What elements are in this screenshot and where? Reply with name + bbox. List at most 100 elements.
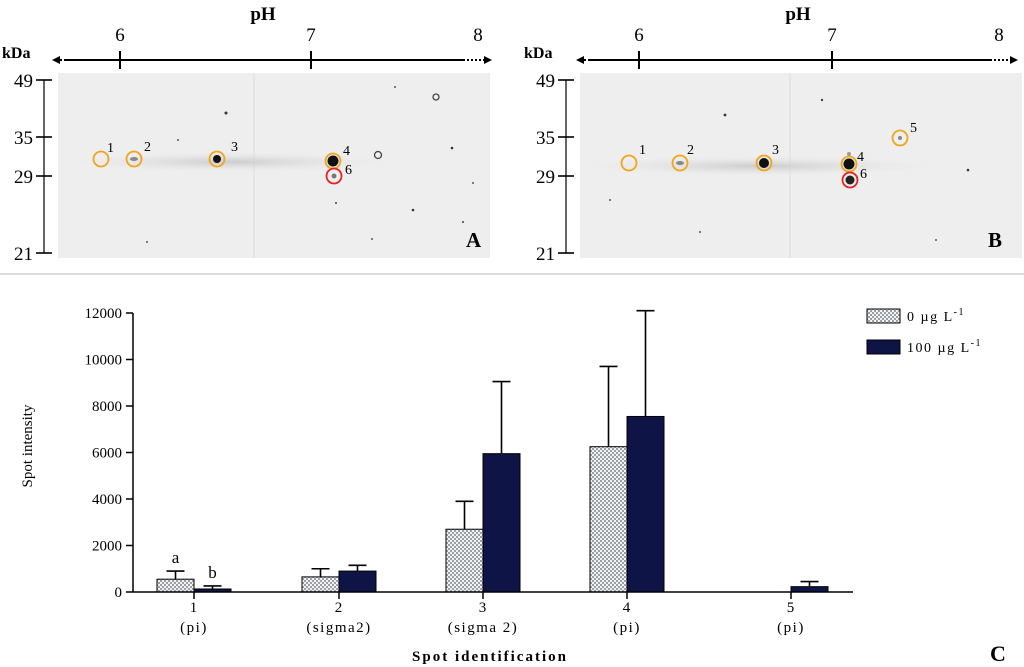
bar xyxy=(156,578,195,593)
ph-axis-arrow-right xyxy=(484,56,492,64)
ph-tick-label-8: 8 xyxy=(473,25,483,46)
x-tick-label: 5 xyxy=(787,600,796,616)
mw-axis xyxy=(558,79,574,254)
x-tick-sublabel: (sigma2) xyxy=(306,620,371,636)
x-tick-label: 3 xyxy=(479,600,488,616)
spot-ring xyxy=(840,155,858,173)
ph-axis-arrow-left xyxy=(52,56,60,64)
gel-spot-6[interactable]: 6 xyxy=(325,163,353,185)
y-tick-label: 0 xyxy=(115,585,123,601)
legend-label-1: 100 µg L-1 xyxy=(907,338,982,356)
bar xyxy=(589,446,628,593)
x-tick-sublabel: (pi) xyxy=(613,620,641,636)
kda-axis-label: kDa xyxy=(524,45,552,62)
legend-swatch-1 xyxy=(866,339,901,355)
ph-tick-label-7: 7 xyxy=(306,25,316,46)
mw-tick-label-35: 35 xyxy=(536,128,555,149)
bar xyxy=(445,528,484,593)
spot-label: 1 xyxy=(639,143,646,158)
spot-label: 1 xyxy=(107,141,114,156)
annotations: ab xyxy=(172,548,217,582)
gel-spot-6[interactable]: 6 xyxy=(841,167,868,189)
mw-tick-label-49: 49 xyxy=(536,71,555,92)
gel-spot-1[interactable]: 1 xyxy=(92,141,115,168)
significance-letter: b xyxy=(208,563,217,582)
spot-label: 2 xyxy=(144,140,151,155)
gel-panel-b: pH kDa 6 7 8 49 35 29 21 xyxy=(524,4,1022,265)
kda-axis-label: kDa xyxy=(2,45,30,62)
panel-label-a: A xyxy=(466,228,482,252)
gel-specks xyxy=(146,86,474,243)
spot-label: 6 xyxy=(345,163,352,178)
spot-label: 4 xyxy=(343,144,350,159)
x-tick-label: 4 xyxy=(623,600,632,616)
y-tick-label: 2000 xyxy=(92,539,122,555)
x-tick-sublabel: (pi) xyxy=(180,620,208,636)
y-tick-label: 12000 xyxy=(85,306,123,322)
spot-ring xyxy=(755,154,773,172)
ph-axis-arrow-right xyxy=(1010,56,1018,64)
y-tick-label: 6000 xyxy=(92,446,122,462)
gel-spot-3[interactable]: 3 xyxy=(208,140,239,168)
spot-label: 2 xyxy=(687,143,694,158)
spot-label: 3 xyxy=(772,143,779,158)
spot-ring xyxy=(620,154,638,172)
spot-label: 6 xyxy=(860,167,867,182)
bar xyxy=(790,586,829,593)
mw-tick-label-21: 21 xyxy=(536,244,555,265)
x-axis-label: Spot identification xyxy=(412,649,568,665)
x-tick-label: 2 xyxy=(335,600,344,616)
gel-smear xyxy=(70,152,390,172)
mw-tick-label-29: 29 xyxy=(536,167,555,188)
ph-tick-label-6: 6 xyxy=(115,25,125,46)
legend-item-0: 0 µg L-1 xyxy=(866,307,965,325)
gel-spot-2[interactable]: 2 xyxy=(125,140,152,168)
legend: 0 µg L-1 100 µg L-1 xyxy=(866,307,982,356)
gel-spot-5[interactable]: 5 xyxy=(891,121,918,147)
legend-swatch-0 xyxy=(866,308,901,324)
spot-ring xyxy=(208,150,226,168)
gel-spot-3[interactable]: 3 xyxy=(755,143,780,172)
x-categories: 1 (pi) 2 (sigma2) 3 (sigma 2) 4 (pi) 5 (pi) xyxy=(180,592,805,636)
x-tick-sublabel: (pi) xyxy=(777,620,805,636)
panel-label-b: B xyxy=(988,228,1002,252)
bar xyxy=(301,576,340,593)
ph-tick-label-7: 7 xyxy=(827,25,837,46)
mw-tick-label-21: 21 xyxy=(14,244,33,265)
spot-ring xyxy=(841,171,859,189)
gel-spot-1[interactable]: 1 xyxy=(620,143,647,172)
significance-letter: a xyxy=(172,548,180,567)
gel-panel-a: pH kDa 6 7 8 49 35 xyxy=(2,4,492,265)
y-tick-label: 4000 xyxy=(92,492,122,508)
bar xyxy=(482,453,521,593)
y-axis-label: Spot intensity xyxy=(20,404,36,487)
mw-axis xyxy=(36,79,52,254)
x-tick-sublabel: (sigma 2) xyxy=(448,620,519,636)
spot-label: 3 xyxy=(231,140,238,155)
x-tick-label: 1 xyxy=(190,600,199,616)
spot-ring xyxy=(891,129,909,147)
legend-label-0: 0 µg L-1 xyxy=(907,307,965,325)
ph-axis-title: pH xyxy=(785,4,811,25)
mw-tick-label-49: 49 xyxy=(14,71,33,92)
gel-specks xyxy=(609,98,970,241)
gel-spot-2[interactable]: 2 xyxy=(671,143,695,172)
bars xyxy=(156,415,829,593)
y-ticks: 0 2000 4000 6000 8000 10000 12000 xyxy=(85,306,133,601)
error-bars xyxy=(166,309,819,589)
spot-label: 5 xyxy=(910,121,917,136)
bar-chart-panel-c: Spot intensity Spot identification C 020… xyxy=(20,306,1006,666)
spot-ring xyxy=(671,154,689,172)
ph-tick-label-8: 8 xyxy=(994,25,1004,46)
ph-axis-title: pH xyxy=(250,4,276,25)
panel-label-c: C xyxy=(990,641,1006,666)
mw-tick-label-35: 35 xyxy=(14,128,33,149)
gel-spot-4[interactable]: 4 xyxy=(840,150,865,173)
y-tick-label: 10000 xyxy=(85,353,123,369)
legend-item-1: 100 µg L-1 xyxy=(866,338,982,356)
spot-label: 4 xyxy=(857,150,864,165)
bar xyxy=(626,415,665,593)
bar xyxy=(338,570,377,593)
ph-tick-label-6: 6 xyxy=(634,25,644,46)
